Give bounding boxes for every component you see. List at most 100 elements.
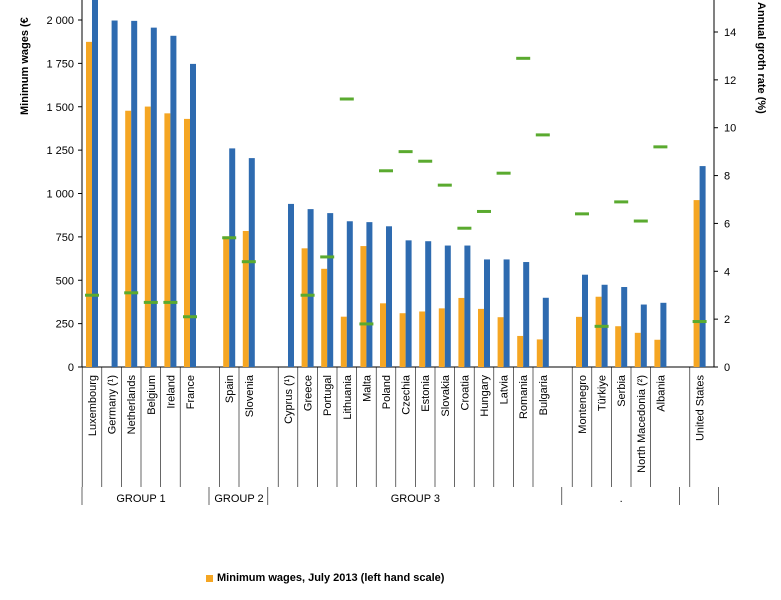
category-label: Poland — [381, 375, 393, 409]
y2-tick-label: 10 — [724, 123, 736, 135]
category-label: Germany (¹) — [107, 375, 119, 434]
bar-series-2 — [150, 27, 157, 367]
category-label: Czechia — [401, 374, 413, 415]
bar-minwage — [321, 268, 328, 367]
category-label: Slovakia — [440, 374, 452, 416]
y2-tick-label: 12 — [724, 75, 736, 87]
bar-minwage — [164, 113, 171, 367]
bar-minwage — [223, 236, 230, 367]
bar-series-2 — [444, 245, 451, 367]
y2-tick-label: 2 — [724, 314, 730, 326]
bar-minwage — [654, 339, 661, 367]
bar-minwage — [125, 110, 132, 367]
bar-minwage — [399, 313, 406, 367]
category-label: Malta — [361, 374, 373, 402]
y-tick-label: 2 000 — [46, 15, 74, 27]
bar-minwage — [693, 200, 700, 367]
bar-minwage — [458, 297, 465, 367]
group-label: GROUP 2 — [214, 493, 263, 505]
legend-label-1: Minimum wages, July 2013 (left hand scal… — [217, 572, 445, 584]
bar-minwage — [615, 326, 622, 367]
bar-minwage — [595, 296, 602, 367]
category-label: Latvia — [499, 374, 511, 404]
bar-series-2 — [190, 63, 196, 367]
bar-series-2 — [503, 259, 510, 367]
bar-series-2 — [92, 0, 98, 368]
group-label: GROUP 3 — [391, 493, 440, 505]
bar-minwage — [340, 316, 347, 367]
group-label: . — [620, 493, 623, 505]
bar-minwage — [360, 246, 367, 367]
y2-tick-label: 8 — [724, 171, 730, 183]
bar-series-2 — [542, 297, 549, 367]
bar-minwage — [536, 339, 543, 367]
category-label: Belgium — [146, 375, 158, 415]
category-label: Montenegro — [577, 375, 589, 434]
bar-series-2 — [170, 35, 177, 367]
bar-minwage — [86, 41, 92, 368]
category-label: Romania — [518, 374, 530, 419]
bar-minwage — [184, 118, 190, 368]
y-tick-label: 0 — [68, 362, 74, 374]
y-tick-label: 500 — [56, 275, 74, 287]
y-tick-label: 1 250 — [46, 145, 74, 157]
bar-minwage — [497, 317, 504, 367]
bar-minwage — [576, 316, 582, 367]
category-label: Türkiye — [597, 375, 609, 411]
category-label: France — [185, 375, 197, 409]
category-label: Greece — [303, 375, 315, 411]
category-label: Croatia — [459, 374, 471, 410]
category-label: Estonia — [420, 374, 432, 412]
bar-series-2 — [366, 222, 373, 367]
bar-series-2 — [229, 148, 236, 367]
bar-minwage — [242, 230, 249, 367]
legend-item-1: Minimum wages, July 2013 (left hand scal… — [206, 572, 444, 584]
category-label: Hungary — [479, 375, 491, 417]
category-label: Luxembourg — [87, 375, 99, 436]
category-label: Cyprus (¹) — [283, 375, 295, 424]
bar-series-2 — [405, 240, 412, 367]
bar-series-2 — [640, 304, 647, 367]
group-label: GROUP 1 — [116, 493, 165, 505]
bar-series-2 — [131, 20, 138, 368]
category-label: Slovenia — [244, 374, 256, 417]
y2-tick-label: 0 — [724, 362, 730, 374]
y-tick-label: 1 000 — [46, 189, 74, 201]
legend-swatch-1 — [206, 574, 213, 582]
bar-minwage — [380, 303, 386, 367]
category-label: Lithuania — [342, 374, 354, 420]
y-tick-label: 1 500 — [46, 102, 74, 114]
y-axis-title: Minimum wages (€ — [19, 17, 31, 115]
y2-axis-title: Annual groth rate (%) — [755, 2, 767, 114]
category-label: Netherlands — [126, 375, 138, 435]
y-tick-label: 750 — [56, 232, 74, 244]
bar-series-2 — [660, 302, 667, 367]
bar-minwage — [478, 308, 484, 367]
category-label: Bulgaria — [538, 374, 550, 415]
bar-series-2 — [307, 209, 314, 367]
category-label: Spain — [224, 375, 236, 403]
bar-series-2 — [523, 262, 530, 367]
category-label: United States — [695, 375, 707, 442]
bar-series-2 — [464, 245, 471, 367]
y-tick-label: 1 750 — [46, 58, 74, 70]
category-label: Ireland — [165, 375, 177, 409]
bar-series-2 — [699, 166, 706, 367]
bar-minwage — [301, 248, 308, 367]
category-label: Serbia — [616, 374, 628, 407]
bar-minwage — [144, 106, 151, 367]
bar-series-2 — [327, 213, 334, 367]
bar-series-2 — [346, 221, 353, 367]
bar-minwage — [438, 308, 445, 367]
bar-series-2 — [621, 287, 628, 367]
bar-series-2 — [484, 259, 490, 367]
y2-tick-label: 14 — [724, 27, 736, 39]
bar-minwage — [517, 335, 524, 367]
category-label: Albania — [655, 374, 667, 412]
bar-series-2 — [386, 226, 392, 367]
category-label: Portugal — [322, 375, 334, 416]
bar-series-2 — [425, 241, 432, 367]
bar-series-2 — [582, 274, 588, 367]
